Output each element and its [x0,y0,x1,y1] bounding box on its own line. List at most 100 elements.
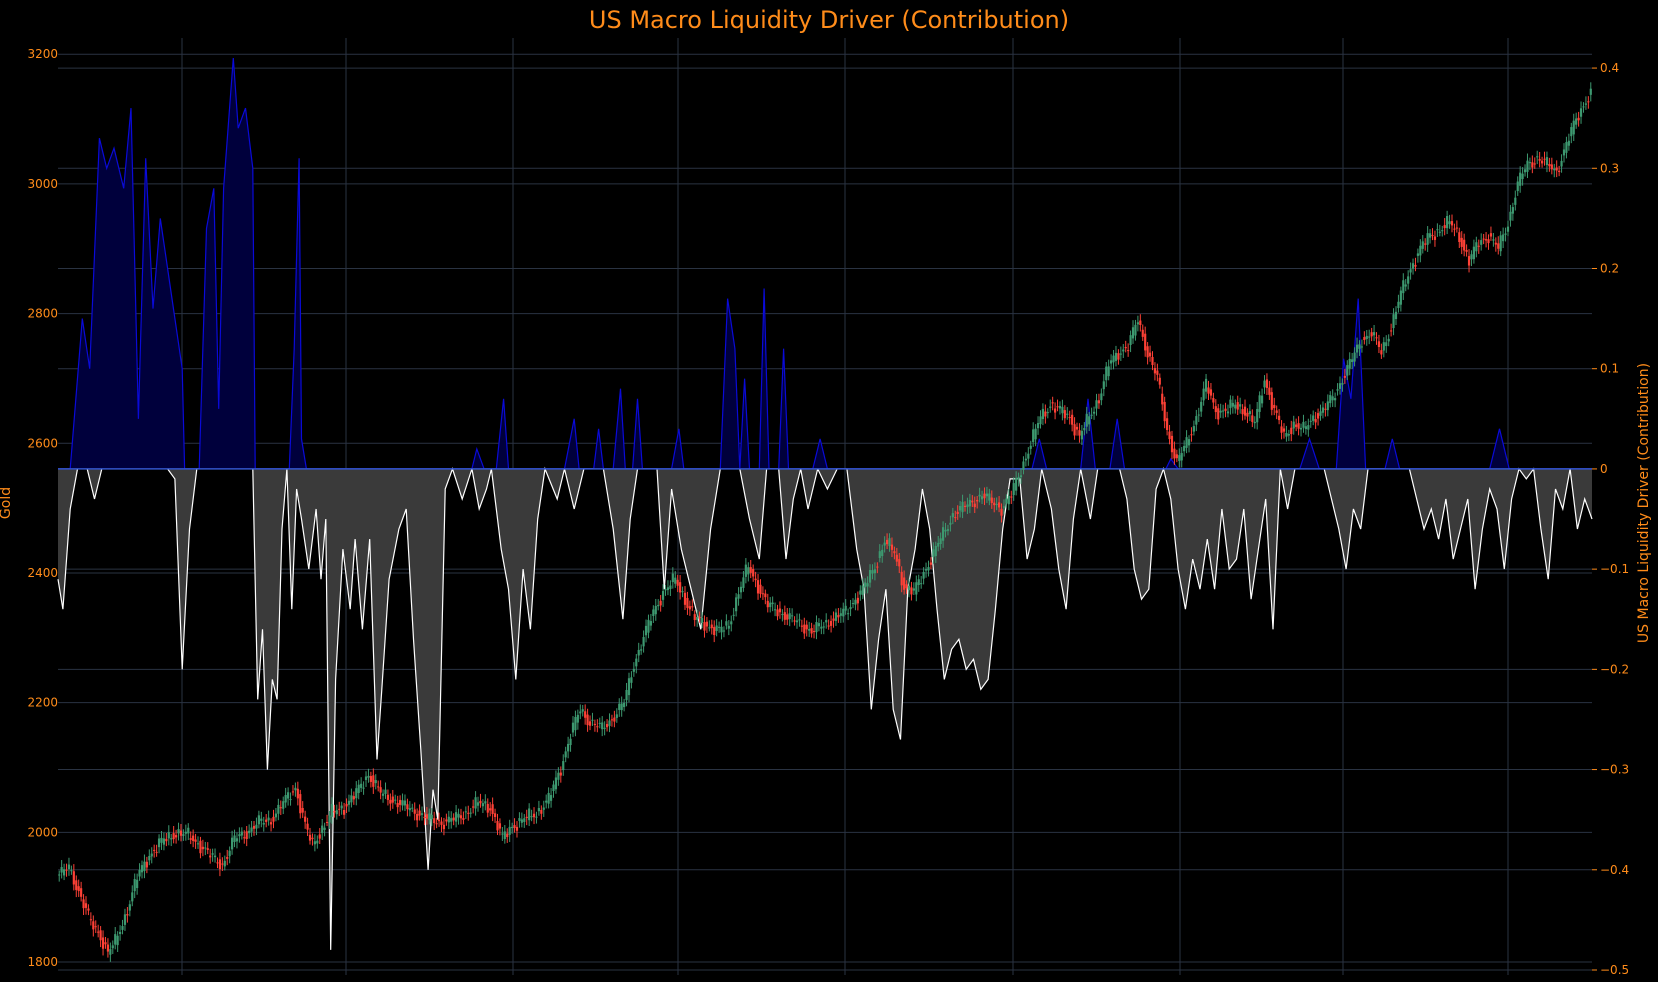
candle-body [666,587,670,591]
candle-body [413,809,416,814]
candle-body [773,609,777,611]
candle-body [829,620,833,626]
candle-body [601,722,604,730]
candle-body [1338,383,1342,389]
candle-body [915,582,918,595]
candle-body [847,613,850,615]
candle-body [335,810,338,815]
candle-body [554,777,558,790]
candle-body [532,813,536,818]
candle-body [640,649,643,651]
candle-body [189,838,192,840]
candle-body [411,807,414,809]
candle-body [1080,430,1083,440]
candle-body [1287,434,1290,436]
candle-body [70,870,73,872]
liquidity-positive-fill [58,58,1592,469]
candle-body [856,597,859,604]
candle-body [698,617,701,619]
candle-body [1484,239,1488,241]
candle-body [1492,239,1495,241]
candle-body [1117,353,1120,360]
candle-body [455,812,458,822]
candle-body [1066,413,1069,415]
candle-body [1421,241,1424,249]
candle-body [231,837,234,850]
candle-body [352,796,355,800]
candle-body [635,658,638,667]
candle-body [1446,216,1449,229]
candle-body [756,580,760,594]
candle-body [625,689,628,701]
candle-body [311,837,314,840]
right-tick-label: 0.3 [1600,161,1619,175]
candle-body [1558,170,1561,172]
candle-body [1046,412,1049,414]
candle-body [367,775,370,778]
candle-body [1054,408,1057,413]
candle-body [674,577,677,584]
candle-body [1097,400,1101,404]
candle-body [812,630,816,632]
candle-body [1024,458,1027,461]
candle-body [705,621,709,627]
candle-body [1166,418,1169,430]
candle-body [968,499,971,507]
right-axis-ticks: 0.4 0.3 0.2 0.1 0 −0.1 −0.2 −0.3 −0.4 −0.5 [1592,61,1629,977]
candle-body [333,810,336,813]
candle-body [691,606,694,608]
candle-body [1351,359,1354,363]
right-tick-label: −0.4 [1600,863,1629,877]
candle-body [489,808,492,811]
candle-body [1545,157,1549,166]
candle-body [94,926,97,928]
candle-body [170,838,173,840]
candle-body [418,810,421,816]
candle-body [299,794,302,814]
candle-body [272,816,275,822]
candle-body [1195,416,1198,425]
candle-body [1170,435,1174,453]
candle-body [627,678,631,696]
candle-body [669,585,672,590]
right-tick-label: 0 [1600,462,1608,476]
candle-body [888,538,891,547]
candle-body [1470,254,1473,260]
candle-body [1504,233,1507,235]
candle-body [199,840,202,854]
candle-body [800,625,803,627]
candle-body [479,800,482,804]
candle-body [557,772,560,780]
candle-body [330,804,334,817]
candle-body [1519,172,1522,186]
candle-body [226,856,229,859]
candle-body [1151,356,1154,365]
left-tick-label: 2600 [27,436,58,450]
candle-body [1502,234,1505,242]
candle-body [350,795,353,803]
candle-body [450,818,453,822]
candle-body [885,539,889,545]
candle-body [1575,118,1578,125]
candle-body [834,612,838,621]
candle-body [528,808,531,821]
candle-body [313,841,316,845]
candle-body [776,609,779,617]
candle-body [849,607,852,610]
candle-body [941,527,945,541]
candle-body [97,931,100,933]
candle-body [993,502,996,506]
candle-body [720,626,723,633]
candle-body [1278,415,1281,421]
candle-body [343,809,346,815]
candle-body [1090,414,1093,416]
candle-body [182,834,185,836]
candle-body [961,501,964,513]
candle-body [688,606,691,610]
candle-body [725,621,728,626]
candle-body [642,637,645,647]
candle-body [1202,388,1205,401]
candle-body [837,615,840,618]
candle-body [722,630,726,632]
candle-body [1078,430,1081,436]
